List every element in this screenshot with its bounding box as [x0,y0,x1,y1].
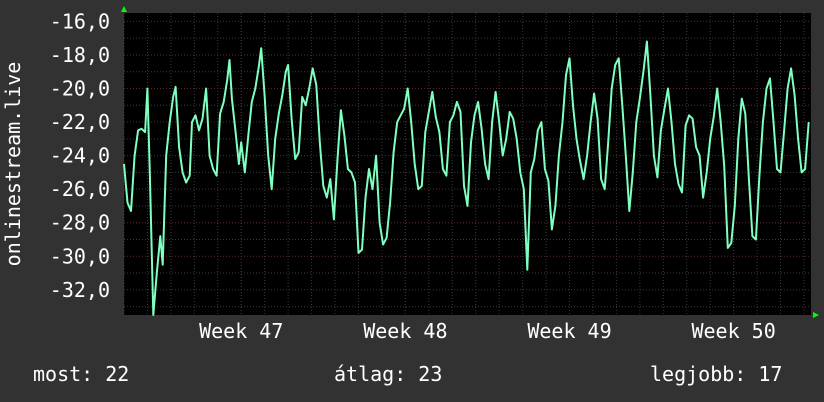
y-tick-label: -18,0 [50,43,110,67]
footer-average: átlag: 23 [334,362,443,386]
footer-best: legjobb: 17 [650,362,783,386]
footer-current: most: 22 [33,362,130,386]
x-tick-label: Week 47 [199,319,283,343]
x-tick-label: Week 50 [691,319,775,343]
y-axis-arrow-icon [121,6,127,12]
y-axis-label: onlinestream.live [1,62,25,267]
x-tick-label: Week 49 [527,319,611,343]
y-tick-label: -26,0 [50,177,110,201]
y-tick-label: -28,0 [50,211,110,235]
series-line [123,40,810,316]
x-tick-label: Week 48 [363,319,447,343]
y-tick-label: -20,0 [50,77,110,101]
y-tick-label: -22,0 [50,110,110,134]
x-axis-ticks: Week 47 Week 48 Week 49 Week 50 [199,319,776,343]
y-axis-ticks: -16,0 -18,0 -20,0 -22,0 -24,0 -26,0 -28,0 -30,0… [50,9,110,301]
x-axis-arrow-icon [813,312,819,318]
y-tick-label: -24,0 [50,144,110,168]
y-tick-label: -16,0 [50,9,110,33]
y-tick-label: -32,0 [50,278,110,302]
y-tick-label: -30,0 [50,244,110,268]
